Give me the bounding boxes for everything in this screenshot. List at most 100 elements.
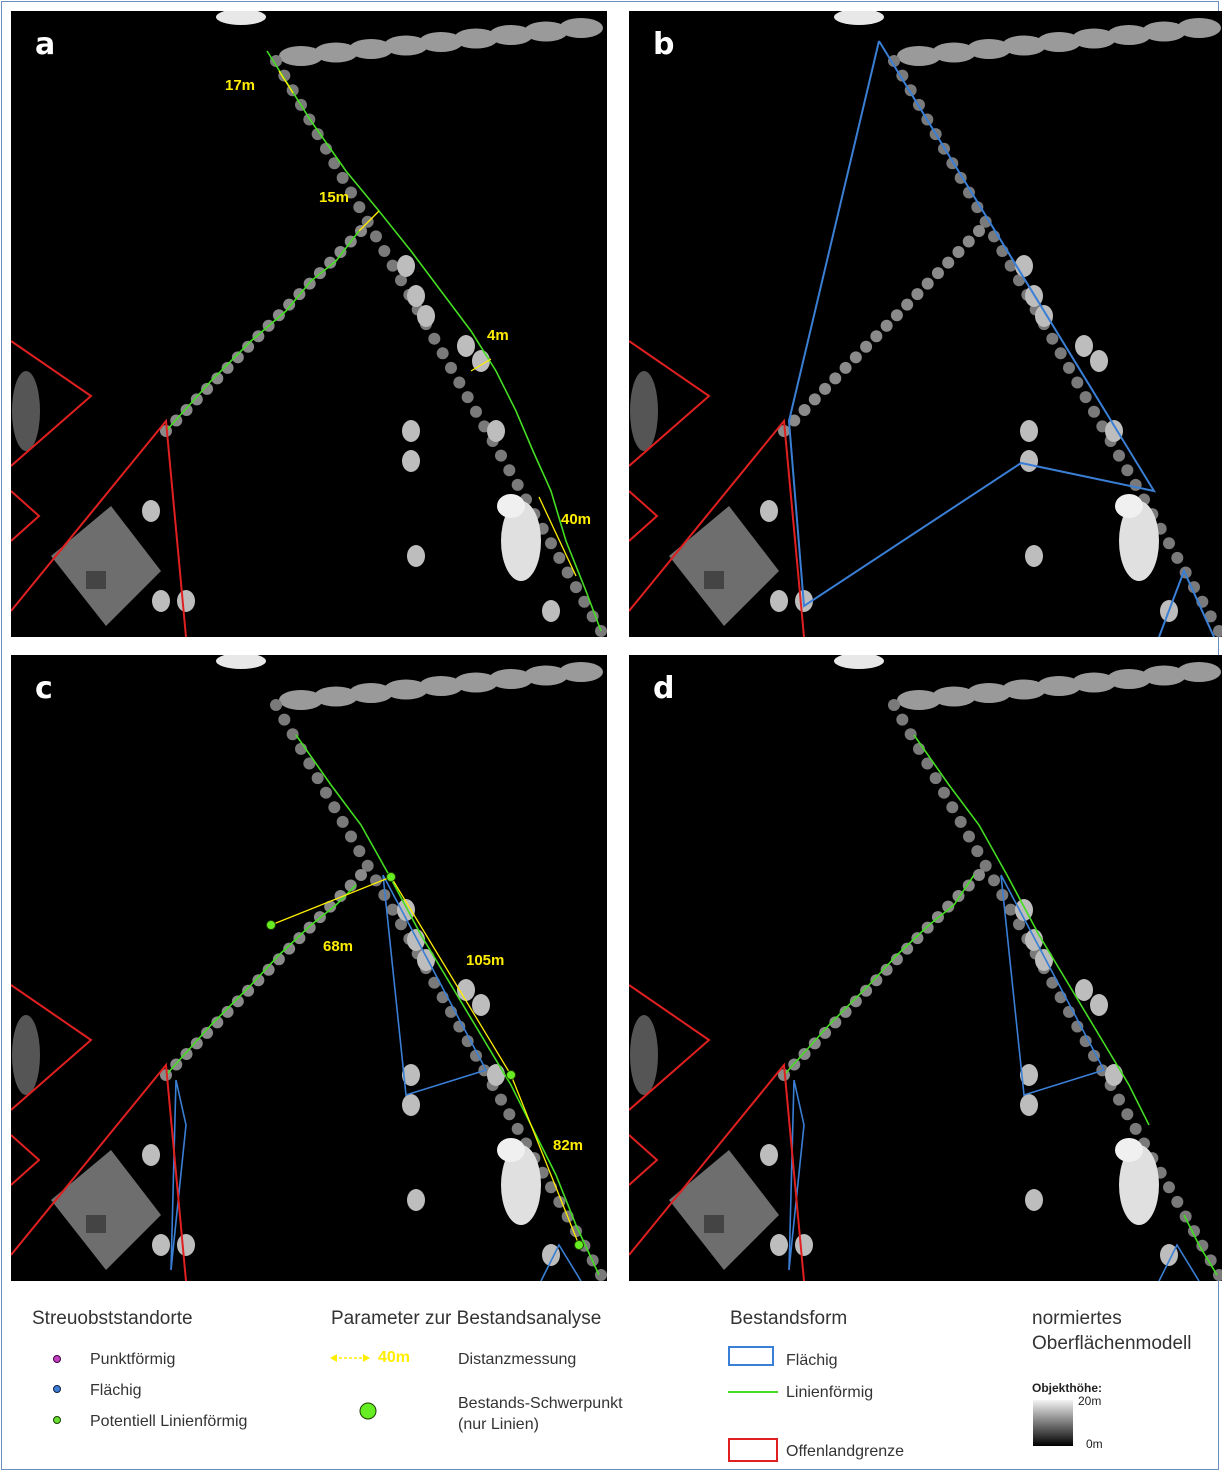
- canopy-blob: [1088, 1049, 1100, 1062]
- canopy-blob: [1075, 335, 1093, 357]
- canopy-blob: [860, 340, 873, 353]
- canopy-blob: [808, 1037, 821, 1050]
- canopy-blob: [1020, 1064, 1038, 1086]
- canopy-blob: [355, 225, 367, 237]
- canopy-blob: [286, 728, 299, 741]
- canopy-blob: [901, 298, 914, 311]
- canopy-blob: [1079, 391, 1092, 404]
- canopy-blob: [495, 449, 507, 462]
- canopy-blob: [890, 309, 903, 322]
- canopy-blob: [819, 382, 832, 395]
- canopy-blob: [501, 1145, 541, 1225]
- legend-height-min: 0m: [1086, 1437, 1103, 1451]
- canopy-blob: [839, 361, 852, 374]
- canopy-blob: [860, 984, 873, 997]
- canopy-blob: [453, 376, 466, 389]
- height-gradient-swatch: [1033, 1400, 1073, 1446]
- canopy-blob: [345, 830, 357, 843]
- canopy-blob: [890, 953, 903, 966]
- legend-item-form-flaechig: Flächig: [786, 1352, 838, 1369]
- canopy-blob: [417, 305, 435, 327]
- canopy-blob: [495, 1093, 507, 1106]
- legend-distance-sample: 40m: [378, 1349, 411, 1366]
- linear-stand-line: [295, 734, 600, 1276]
- canopy-blob: [489, 669, 533, 689]
- offenland-boundary: [11, 340, 187, 637]
- legend-height-label: Objekthöhe:: [1032, 1381, 1103, 1395]
- distance-measures: [278, 70, 577, 577]
- canopy-blob: [190, 393, 203, 406]
- canopy-blob: [497, 494, 525, 518]
- canopy-blob: [1177, 18, 1221, 38]
- canopy-blob: [349, 683, 393, 703]
- canopy-blob: [1119, 1145, 1159, 1225]
- legend-item-linear: Potentiell Linienförmig: [90, 1413, 248, 1430]
- canopy-blob: [353, 201, 366, 214]
- canopy-blob: [1063, 361, 1075, 374]
- canopy-blob: [819, 1026, 832, 1039]
- canopy-blob: [954, 815, 967, 828]
- canopy-blob: [231, 995, 244, 1008]
- canopy-blob: [849, 351, 862, 364]
- canopy-blob: [386, 259, 399, 272]
- canopy-blob: [353, 845, 366, 858]
- legend-item-offenland: Offenlandgrenze: [786, 1443, 905, 1460]
- canopy-blob: [834, 655, 884, 669]
- canopy-blob: [942, 900, 955, 913]
- canopy-blob: [545, 1181, 557, 1194]
- canopy-blob: [344, 879, 357, 892]
- building-shape: [86, 571, 106, 589]
- canopy-blob: [1105, 1064, 1123, 1086]
- map-panel-b: b: [629, 11, 1222, 637]
- distance-label: 105m: [466, 952, 505, 969]
- canopy-blob: [946, 801, 959, 814]
- canopy-blob: [395, 918, 407, 931]
- building-shape: [669, 506, 779, 626]
- canopy-blob: [971, 201, 984, 214]
- canopy-blob: [12, 371, 40, 451]
- canopy-blob: [324, 256, 337, 269]
- punkt-symbol: [53, 1355, 61, 1363]
- canopy-blob: [428, 976, 441, 989]
- canopy-blob: [1079, 1035, 1092, 1048]
- canopy-blob: [770, 1234, 788, 1256]
- canopy-blob: [1142, 21, 1186, 42]
- canopy-blob: [1107, 669, 1151, 689]
- canopy-blob: [570, 1225, 582, 1238]
- canopy-blob: [1072, 28, 1116, 49]
- canopy-blob: [272, 953, 285, 966]
- canopy-blob: [216, 655, 266, 669]
- areal-swatch: [728, 1346, 774, 1366]
- canopy-blob: [407, 285, 425, 307]
- canopy-blob: [760, 1144, 778, 1166]
- canopy-blob: [402, 420, 420, 442]
- canopy-blob: [553, 551, 566, 564]
- canopy-blob: [320, 786, 332, 799]
- canopy-blob: [963, 186, 975, 199]
- map-canvas-a: [11, 11, 607, 637]
- canopy-blob: [1171, 551, 1184, 564]
- canopy-blob: [445, 361, 457, 374]
- canopy-blob: [419, 676, 463, 696]
- canopy-blob: [177, 590, 195, 612]
- canopy-blob: [345, 186, 357, 199]
- canopy-blob: [349, 39, 393, 59]
- canopy-blob: [1163, 1181, 1175, 1194]
- canopy-blob: [888, 55, 900, 67]
- canopy-blob: [152, 590, 170, 612]
- canopy-blob: [503, 464, 516, 477]
- canopy-blob: [501, 501, 541, 581]
- flaechig-symbol: [53, 1385, 61, 1393]
- panel-letter: b: [653, 27, 675, 62]
- offenland-boundary: [11, 984, 187, 1281]
- canopy-blob: [971, 845, 984, 858]
- distance-label: 40m: [561, 511, 592, 528]
- canopy-blob: [1046, 332, 1059, 345]
- legend-title-dom-1: normiertes: [1032, 1308, 1122, 1329]
- areal-stand-polygon: [787, 40, 1215, 637]
- canopy-blob: [1088, 405, 1100, 418]
- legend-title-bestandsform: Bestandsform: [730, 1308, 848, 1329]
- canopy-blob: [407, 1189, 425, 1211]
- map-canvas-d: [629, 655, 1222, 1281]
- canopy-blob: [973, 225, 985, 237]
